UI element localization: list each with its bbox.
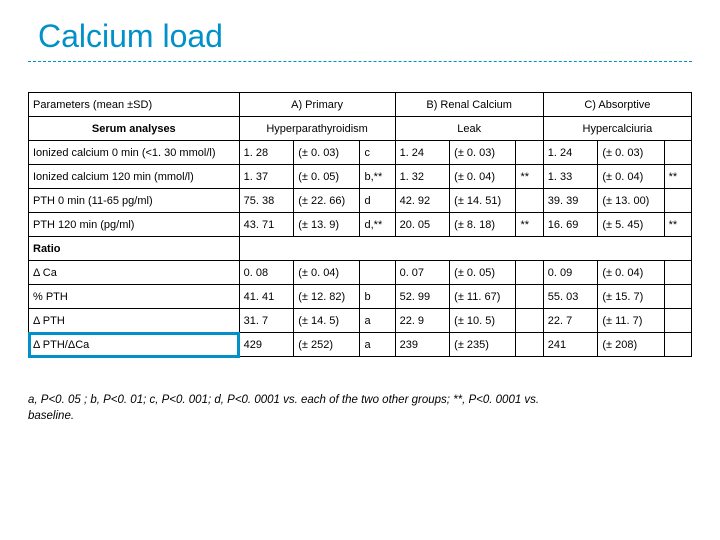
ratio-header-row: Ratio	[29, 237, 692, 261]
table-row: Ionized calcium 120 min (mmol/l)1. 37(± …	[29, 165, 692, 189]
header-group-b-bot: Leak	[395, 117, 543, 141]
row-label: Ionized calcium 120 min (mmol/l)	[29, 165, 240, 189]
header-serum: Serum analyses	[29, 117, 240, 141]
ratio-empty	[239, 237, 691, 261]
header-group-b-top: B) Renal Calcium	[395, 93, 543, 117]
ratio-label: Ratio	[29, 237, 240, 261]
table-row: Δ PTH31. 7(± 14. 5)a22. 9(± 10. 5)22. 7(…	[29, 309, 692, 333]
header-group-a-bot: Hyperparathyroidism	[239, 117, 395, 141]
header-group-c-top: C) Absorptive	[543, 93, 691, 117]
header-row-1: Parameters (mean ±SD) A) Primary B) Rena…	[29, 93, 692, 117]
table-row: Ionized calcium 0 min (<1. 30 mmol/l)1. …	[29, 141, 692, 165]
header-parameters: Parameters (mean ±SD)	[29, 93, 240, 117]
row-label: PTH 120 min (pg/ml)	[29, 213, 240, 237]
row-label: Ionized calcium 0 min (<1. 30 mmol/l)	[29, 141, 240, 165]
footnote: a, P<0. 05 ; b, P<0. 01; c, P<0. 001; d,…	[28, 393, 588, 424]
page-title: Calcium load	[38, 18, 692, 55]
table-row: Δ PTH/ΔCa429(± 252)a239(± 235)241(± 208)	[29, 333, 692, 357]
row-label: Δ PTH/ΔCa	[29, 333, 240, 357]
row-label: % PTH	[29, 285, 240, 309]
row-label: Δ PTH	[29, 309, 240, 333]
header-group-c-bot: Hypercalciuria	[543, 117, 691, 141]
table-row: Δ Ca0. 08(± 0. 04)0. 07(± 0. 05)0. 09(± …	[29, 261, 692, 285]
row-label: Δ Ca	[29, 261, 240, 285]
data-table: Parameters (mean ±SD) A) Primary B) Rena…	[28, 92, 692, 357]
header-row-2: Serum analyses Hyperparathyroidism Leak …	[29, 117, 692, 141]
table-row: % PTH41. 41(± 12. 82)b52. 99(± 11. 67)55…	[29, 285, 692, 309]
table-row: PTH 0 min (11-65 pg/ml)75. 38(± 22. 66)d…	[29, 189, 692, 213]
title-divider	[28, 61, 692, 62]
header-group-a-top: A) Primary	[239, 93, 395, 117]
table-row: PTH 120 min (pg/ml)43. 71(± 13. 9)d,**20…	[29, 213, 692, 237]
row-label: PTH 0 min (11-65 pg/ml)	[29, 189, 240, 213]
